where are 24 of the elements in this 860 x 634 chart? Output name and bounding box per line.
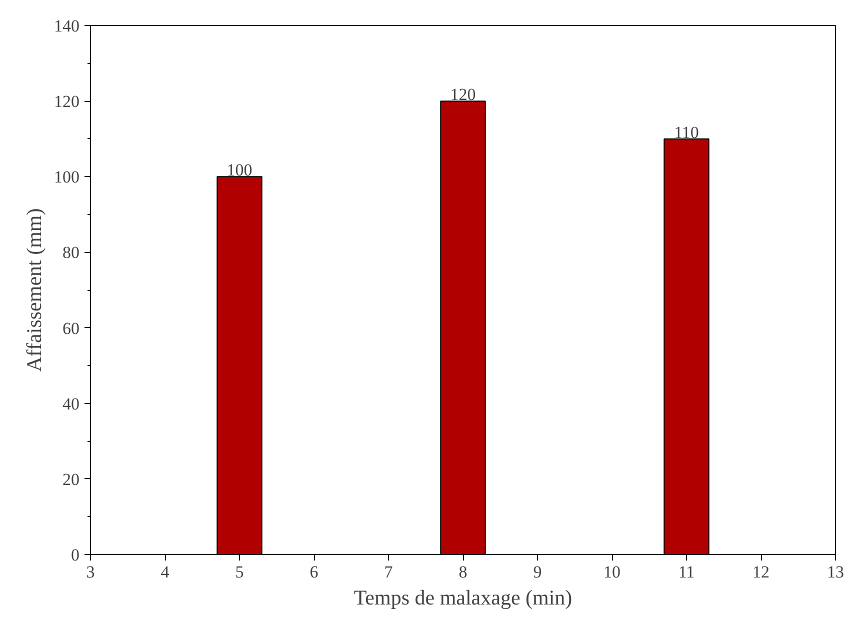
data-label: 100 <box>226 160 252 180</box>
x-tick-label: 6 <box>310 562 318 582</box>
data-label: 110 <box>674 122 699 142</box>
x-tick-label: 12 <box>752 562 770 582</box>
y-tick-label: 40 <box>62 394 80 414</box>
y-tick-label: 80 <box>62 243 80 262</box>
y-tick-label: 60 <box>62 318 80 338</box>
y-tick-label: 120 <box>54 92 80 112</box>
x-tick-label: 10 <box>604 562 620 582</box>
x-tick-label: 5 <box>235 562 244 582</box>
x-tick-label: 8 <box>458 562 468 582</box>
x-axis-title: Temps de malaxage (min) <box>354 586 572 610</box>
x-tick-label: 13 <box>827 562 844 582</box>
y-axis-title: Affaissement (mm) <box>22 208 46 372</box>
y-tick-label: 100 <box>54 168 80 187</box>
y-tick-label: 0 <box>71 546 80 564</box>
x-tick-label: 3 <box>86 562 95 582</box>
x-tick-label: 9 <box>533 562 542 582</box>
x-tick-label: 7 <box>384 562 394 582</box>
x-tick-label: 11 <box>678 562 695 582</box>
y-tick-label: 20 <box>62 470 80 489</box>
x-tick-label: 4 <box>160 562 170 582</box>
y-tick-label: 140 <box>54 16 80 36</box>
data-label: 120 <box>450 85 476 104</box>
